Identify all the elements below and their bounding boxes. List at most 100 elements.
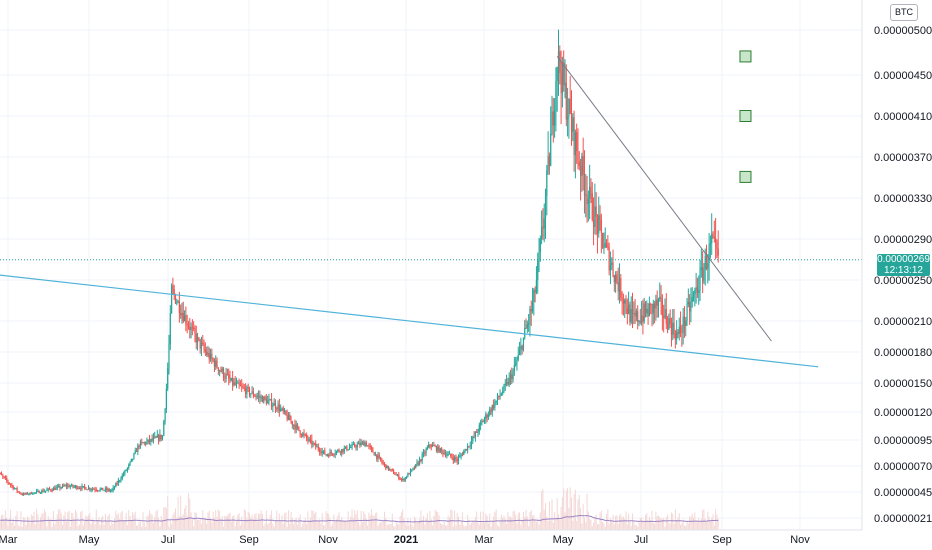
price-tick-label: 0.00000450 — [874, 70, 932, 82]
candle-body — [650, 303, 652, 305]
volume-bar — [204, 517, 206, 530]
volume-bar — [439, 523, 441, 530]
volume-bar — [141, 526, 143, 530]
volume-bar — [481, 522, 483, 530]
support-trendline[interactable] — [0, 274, 819, 368]
target-marker[interactable] — [739, 50, 752, 63]
candle-body — [324, 450, 326, 455]
candle-body — [596, 216, 599, 234]
volume-bar — [130, 520, 132, 530]
candle-body — [161, 435, 164, 440]
volume-bar — [676, 520, 678, 530]
volume-bar — [665, 516, 667, 530]
volume-bar — [683, 525, 685, 530]
volume-bar — [413, 516, 415, 530]
candle-body — [635, 311, 638, 317]
volume-bar — [372, 515, 374, 530]
volume-bar — [570, 497, 572, 530]
candle-body — [447, 453, 449, 455]
volume-bar — [663, 517, 665, 530]
volume-bar — [538, 524, 540, 530]
volume-bar — [129, 515, 131, 530]
volume-bar — [577, 499, 579, 530]
target-markers[interactable] — [739, 50, 752, 183]
volume-bar — [556, 498, 558, 530]
volume-bar — [19, 526, 21, 530]
candle-body — [71, 484, 73, 487]
volume-bar — [168, 526, 170, 530]
volume-bar — [98, 517, 100, 530]
volume-bar — [374, 513, 376, 530]
candle-body — [245, 388, 247, 394]
volume-bar — [328, 514, 330, 530]
candle-body — [325, 454, 327, 456]
candle-body — [274, 403, 277, 409]
candle-body — [257, 395, 260, 397]
candle-body — [692, 293, 695, 298]
volume-bar — [77, 526, 79, 530]
price-tick-label: 0.00000150 — [874, 378, 932, 390]
candle-body — [566, 117, 569, 120]
candle-body — [344, 446, 347, 449]
time-axis[interactable] — [0, 530, 862, 550]
candle-body — [443, 453, 445, 455]
candle-body — [290, 420, 292, 422]
candle-body — [37, 490, 39, 492]
candle-body — [320, 451, 322, 454]
candle-body — [517, 354, 519, 360]
volume-bar — [583, 517, 585, 530]
volume-bar — [267, 524, 269, 530]
volume-bar — [154, 516, 156, 530]
candle-body — [674, 333, 676, 340]
candle-body — [534, 289, 536, 293]
candle-body — [115, 483, 117, 488]
volume-bar — [616, 515, 618, 530]
candle-body — [48, 488, 51, 490]
volume-bar — [686, 520, 688, 530]
volume-bar — [415, 518, 417, 530]
volume-bar — [712, 514, 714, 530]
candle-body — [176, 302, 178, 304]
candle-body — [376, 454, 378, 459]
volume-bar — [193, 526, 195, 530]
volume-bar — [433, 515, 435, 530]
candle-body — [264, 396, 266, 399]
candle-body — [220, 370, 222, 372]
candle-body — [712, 234, 714, 237]
volume-bar — [674, 509, 676, 530]
volume-bar — [420, 510, 422, 530]
target-marker[interactable] — [739, 110, 752, 122]
volume-bar — [399, 515, 401, 530]
volume-bar — [26, 516, 28, 530]
candle-body — [435, 446, 438, 451]
volume-bar — [448, 517, 450, 530]
volume-bar — [615, 515, 617, 530]
candle-body — [717, 248, 719, 256]
volume-bar — [110, 525, 112, 530]
resistance-trendline[interactable] — [556, 56, 772, 342]
volume-bar — [687, 523, 689, 530]
time-tick-label: Sep — [239, 534, 259, 546]
volume-bar — [506, 524, 508, 530]
candle-body — [646, 308, 648, 314]
volume-bar — [621, 517, 623, 530]
candle-body — [451, 456, 453, 458]
candle-body — [520, 345, 522, 350]
candle-body — [508, 377, 510, 385]
candle-body — [604, 243, 606, 248]
currency-label[interactable]: BTC — [890, 4, 918, 21]
volume-bar — [499, 519, 501, 530]
candle-body — [291, 421, 293, 426]
candle-body — [652, 303, 654, 314]
candle-body — [265, 398, 267, 404]
candle-body — [9, 483, 12, 485]
candle-body — [499, 395, 501, 397]
volume-bar — [248, 513, 250, 530]
volume-bar — [51, 526, 53, 530]
candle-body — [141, 441, 143, 443]
volume-bar — [299, 514, 301, 530]
candle-body — [24, 493, 26, 495]
target-marker[interactable] — [739, 170, 752, 183]
volume-bar — [657, 515, 659, 530]
